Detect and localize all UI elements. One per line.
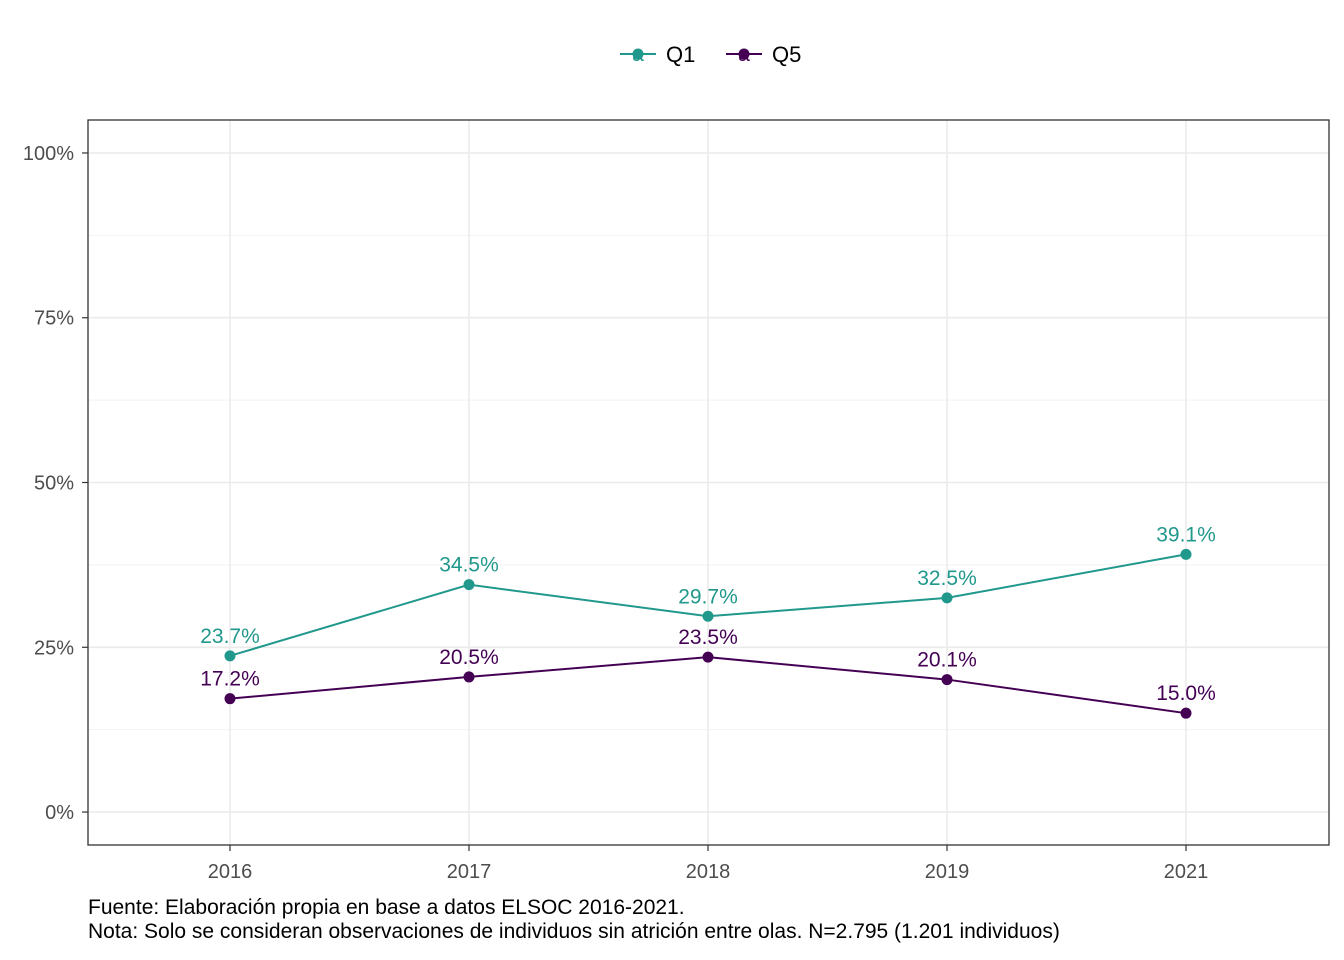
data-point (1180, 707, 1192, 719)
data-point (941, 674, 953, 686)
caption: Fuente: Elaboración propia en base a dat… (88, 896, 1060, 944)
data-point (702, 651, 714, 663)
y-tick-label: 50% (34, 473, 74, 495)
data-label: 34.5% (439, 554, 499, 577)
data-point (224, 693, 236, 705)
data-label: 23.7% (200, 625, 260, 648)
legend-item-q5: a Q5 (726, 42, 801, 67)
legend-key-glyph: a (632, 43, 644, 66)
series-q5: 17.2% 20.5% 23.5% 20.1% 15.0% (200, 626, 1216, 719)
x-tick-label: 2019 (925, 861, 970, 883)
legend-item-q1: a Q1 (620, 42, 695, 67)
grid-lines (88, 120, 1329, 845)
data-point (1180, 548, 1192, 560)
legend-key-point (738, 48, 750, 60)
y-tick-label: 75% (34, 308, 74, 330)
y-tick-label: 0% (45, 802, 74, 824)
data-label: 20.1% (917, 649, 977, 672)
series-q1: 23.7% 34.5% 29.7% 32.5% 39.1% (200, 523, 1216, 662)
legend-label: Q5 (772, 42, 801, 67)
series-layer: 23.7% 34.5% 29.7% 32.5% 39.1% 17.2% 20.5% 23.5%… (200, 523, 1216, 719)
y-tick-label: 100% (23, 143, 74, 165)
data-point (941, 592, 953, 604)
data-label: 23.5% (678, 626, 738, 649)
legend-label: Q1 (666, 42, 695, 67)
data-label: 17.2% (200, 668, 260, 691)
data-point (224, 650, 236, 662)
data-point (463, 579, 475, 591)
x-tick-label: 2018 (686, 861, 731, 883)
x-tick-label: 2016 (208, 861, 253, 883)
data-label: 20.5% (439, 646, 499, 669)
data-point (702, 610, 714, 622)
y-tick-label: 25% (34, 637, 74, 659)
legend-key-glyph: a (738, 43, 750, 66)
data-label: 29.7% (678, 585, 738, 608)
caption-note: Nota: Solo se consideran observaciones d… (88, 920, 1060, 943)
legend: a Q1 a Q5 (620, 42, 801, 67)
data-label: 15.0% (1156, 682, 1216, 705)
legend-key-point (632, 48, 644, 60)
data-label: 39.1% (1156, 523, 1216, 546)
data-label: 32.5% (917, 567, 977, 590)
x-tick-label: 2017 (447, 861, 492, 883)
data-point (463, 671, 475, 683)
caption-source: Fuente: Elaboración propia en base a dat… (88, 896, 685, 919)
x-tick-label: 2021 (1164, 861, 1209, 883)
axes: 0% 25% 50% 75% 100% 2016 2017 2018 2019 2021 (23, 143, 1208, 883)
